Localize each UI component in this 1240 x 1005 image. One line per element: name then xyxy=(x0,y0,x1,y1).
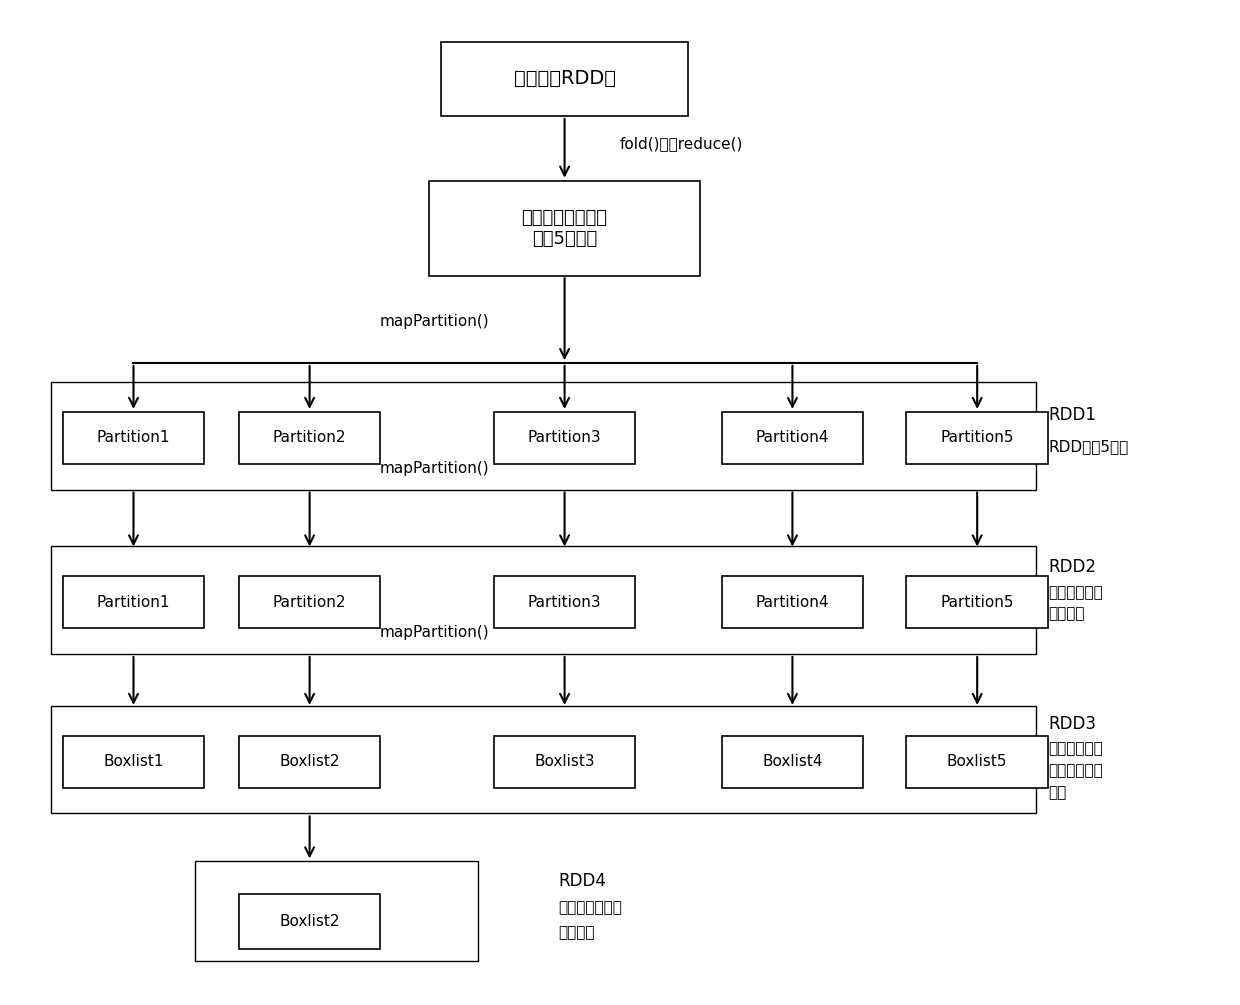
Bar xyxy=(239,576,381,628)
Text: 数据集（RDD）: 数据集（RDD） xyxy=(513,69,615,88)
Text: Boxlist1: Boxlist1 xyxy=(103,754,164,769)
Text: mapPartition(): mapPartition() xyxy=(379,314,490,329)
Text: 分割结构: 分割结构 xyxy=(558,926,595,941)
Bar xyxy=(494,736,635,788)
Text: 寻找维度差异最大
的前5个维度: 寻找维度差异最大 的前5个维度 xyxy=(522,209,608,248)
Text: fold()或者reduce(): fold()或者reduce() xyxy=(620,137,743,151)
Text: Partition4: Partition4 xyxy=(755,595,830,610)
Bar xyxy=(51,706,1037,813)
Text: Partition2: Partition2 xyxy=(273,430,346,445)
Text: Partition4: Partition4 xyxy=(755,430,830,445)
Text: mapPartition(): mapPartition() xyxy=(379,461,490,476)
Bar xyxy=(63,412,205,463)
Text: 筛选出最优数据: 筛选出最优数据 xyxy=(558,900,622,916)
Text: RDD3: RDD3 xyxy=(1049,715,1096,733)
Bar xyxy=(51,547,1037,654)
Text: RDD分抈5个区: RDD分抈5个区 xyxy=(1049,439,1128,454)
Bar xyxy=(441,41,688,117)
Text: Partition3: Partition3 xyxy=(528,595,601,610)
Text: Partition5: Partition5 xyxy=(940,430,1014,445)
Bar xyxy=(494,412,635,463)
Text: Partition2: Partition2 xyxy=(273,595,346,610)
Text: Boxlist2: Boxlist2 xyxy=(279,754,340,769)
Bar xyxy=(51,382,1037,489)
Text: Boxlist3: Boxlist3 xyxy=(534,754,595,769)
Bar xyxy=(494,576,635,628)
Text: Partition5: Partition5 xyxy=(940,595,1014,610)
Text: Boxlist2: Boxlist2 xyxy=(279,914,340,929)
Text: Partition3: Partition3 xyxy=(528,430,601,445)
Text: Partition1: Partition1 xyxy=(97,430,170,445)
Bar xyxy=(906,736,1048,788)
Text: 每个分区执行: 每个分区执行 xyxy=(1049,585,1104,600)
Text: RDD2: RDD2 xyxy=(1049,559,1096,576)
Bar xyxy=(239,412,381,463)
Bar xyxy=(906,576,1048,628)
Bar xyxy=(429,181,701,275)
Text: Partition1: Partition1 xyxy=(97,595,170,610)
Bar xyxy=(722,412,863,463)
Bar xyxy=(195,861,479,961)
Text: Boxlist5: Boxlist5 xyxy=(947,754,1007,769)
Text: 数组: 数组 xyxy=(1049,785,1066,800)
Text: RDD4: RDD4 xyxy=(558,872,606,890)
Bar xyxy=(63,736,205,788)
Bar xyxy=(239,893,381,949)
Text: 遍历得到盒子: 遍历得到盒子 xyxy=(1049,763,1104,778)
Bar xyxy=(63,576,205,628)
Text: mapPartition(): mapPartition() xyxy=(379,624,490,639)
Text: Boxlist4: Boxlist4 xyxy=(763,754,822,769)
Bar xyxy=(239,736,381,788)
Bar xyxy=(906,412,1048,463)
Text: 树形分割: 树形分割 xyxy=(1049,607,1085,622)
Bar xyxy=(722,736,863,788)
Bar xyxy=(722,576,863,628)
Text: RDD1: RDD1 xyxy=(1049,406,1096,424)
Text: 每个分区先序: 每个分区先序 xyxy=(1049,741,1104,756)
